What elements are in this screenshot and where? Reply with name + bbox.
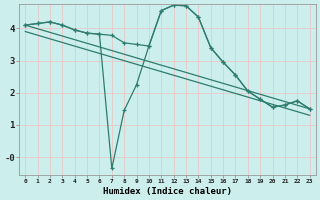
X-axis label: Humidex (Indice chaleur): Humidex (Indice chaleur)	[103, 187, 232, 196]
